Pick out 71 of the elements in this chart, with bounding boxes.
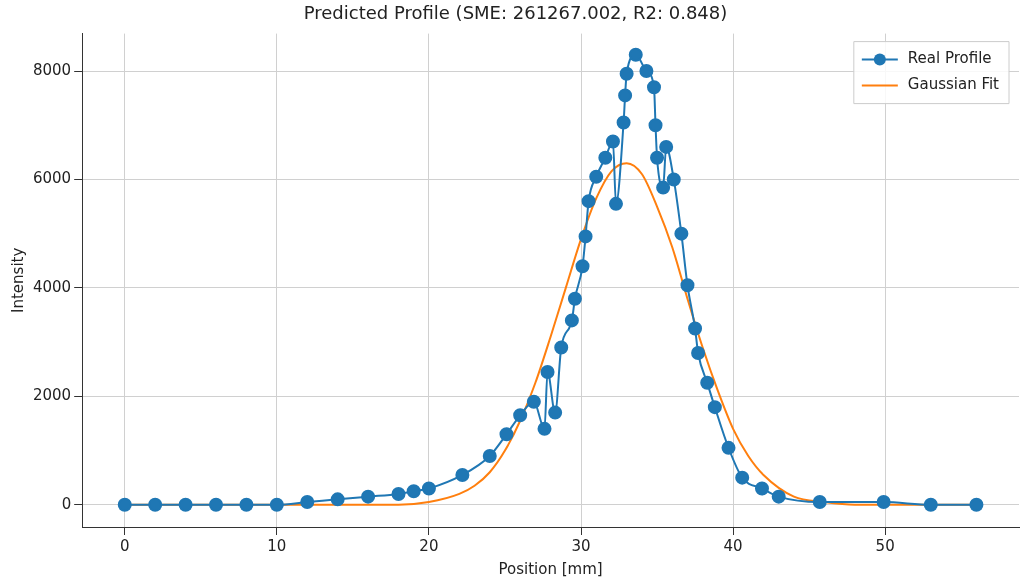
- point: [117, 497, 132, 512]
- x-tick-label: 50: [875, 536, 895, 555]
- point: [666, 172, 681, 187]
- point: [540, 364, 555, 379]
- point: [455, 467, 470, 482]
- point: [330, 492, 345, 507]
- point: [735, 470, 750, 485]
- point: [526, 394, 541, 409]
- point: [771, 489, 786, 504]
- point: [605, 134, 620, 149]
- point: [589, 169, 604, 184]
- point: [548, 405, 563, 420]
- point: [721, 440, 736, 455]
- legend-label: Real Profile: [907, 49, 992, 68]
- point: [618, 88, 633, 103]
- x-tick-label: 10: [267, 536, 287, 555]
- x-tick-label: 40: [723, 536, 743, 555]
- point: [700, 375, 715, 390]
- point: [209, 497, 224, 512]
- y-tick-label: 6000: [32, 169, 72, 188]
- point: [923, 497, 938, 512]
- y-tick-label: 2000: [32, 386, 72, 405]
- point: [391, 486, 406, 501]
- point: [564, 313, 579, 328]
- x-axis-title: Position [mm]: [498, 559, 603, 578]
- x-tick-label: 0: [119, 536, 130, 555]
- point: [406, 484, 421, 499]
- point: [619, 66, 634, 81]
- point: [567, 291, 582, 306]
- point: [639, 64, 654, 79]
- point: [598, 150, 613, 165]
- point: [707, 400, 722, 415]
- point: [656, 180, 671, 195]
- legend-label: Gaussian Fit: [907, 75, 1000, 94]
- point: [876, 495, 891, 510]
- point: [754, 481, 769, 496]
- point: [674, 226, 689, 241]
- y-tick-label: 8000: [32, 60, 72, 79]
- point: [608, 196, 623, 211]
- point: [616, 115, 631, 130]
- y-axis-title: Intensity: [8, 247, 27, 313]
- point: [581, 194, 596, 209]
- point: [239, 497, 254, 512]
- point: [554, 340, 569, 355]
- point: [659, 139, 674, 154]
- point: [269, 497, 284, 512]
- chart-title: Predicted Profile (SME: 261267.002, R2: 0.848): [303, 2, 728, 24]
- point: [482, 448, 497, 463]
- point: [575, 259, 590, 274]
- point: [361, 489, 376, 504]
- point: [969, 497, 984, 512]
- point: [148, 497, 163, 512]
- point: [628, 47, 643, 62]
- y-tick-label: 4000: [32, 277, 72, 296]
- point: [513, 408, 528, 423]
- point: [812, 495, 827, 510]
- point: [578, 229, 593, 244]
- point: [499, 427, 514, 442]
- point: [300, 495, 315, 510]
- point: [537, 421, 552, 436]
- x-tick-label: 30: [571, 536, 591, 555]
- point: [647, 80, 661, 95]
- point: [178, 497, 193, 512]
- point: [648, 118, 663, 133]
- x-tick-label: 20: [419, 536, 439, 555]
- point: [421, 481, 436, 496]
- point: [650, 150, 665, 165]
- point: [680, 278, 695, 293]
- point: [691, 345, 706, 360]
- y-tick-label: 0: [61, 494, 72, 513]
- point: [688, 321, 703, 336]
